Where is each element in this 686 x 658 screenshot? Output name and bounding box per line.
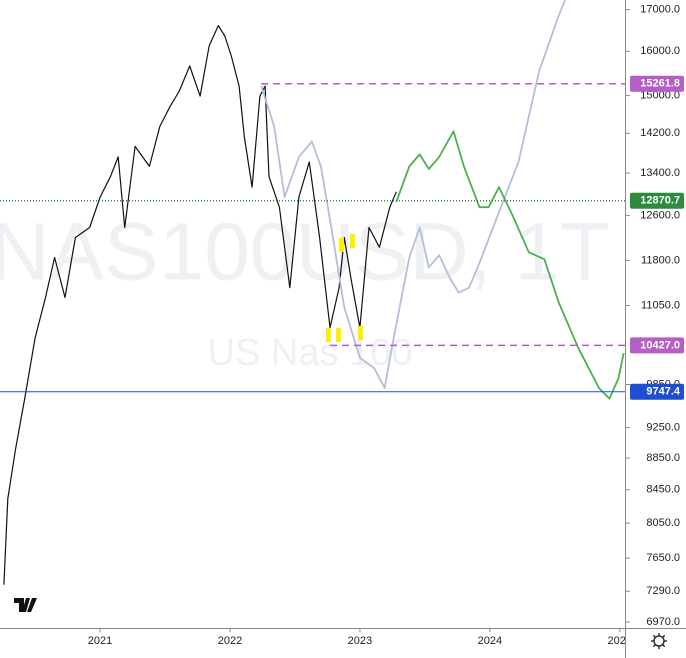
y-tick-label: 9250.0	[646, 422, 680, 434]
y-tick-label: 8450.0	[646, 484, 680, 496]
highlight	[336, 328, 341, 342]
y-axis-panel	[626, 0, 686, 658]
level-label: 9747.4	[646, 386, 681, 398]
y-axis: 17000.0 16000.0 15000.0 14200.0 13400.0 12600…	[626, 4, 684, 628]
y-tick-label: 8850.0	[646, 452, 680, 464]
y-tick-label: 7650.0	[646, 552, 680, 564]
y-tick-label: 13400.0	[640, 167, 680, 179]
gear-teeth[interactable]	[651, 633, 667, 649]
level-label-bg	[630, 75, 684, 92]
watermark-name: US Nas 100	[208, 332, 413, 374]
y-tick-label: 17000.0	[640, 4, 680, 16]
level-label-bg	[630, 337, 684, 354]
level-label-bg	[630, 192, 684, 209]
highlight	[326, 328, 331, 342]
x-tick-label: 2021	[88, 635, 112, 647]
watermark-symbol: NAS100USD, 1T	[0, 207, 610, 298]
series-line	[395, 130, 625, 400]
y-tick-label: 7290.0	[646, 585, 680, 597]
y-tick-label: 11800.0	[641, 254, 680, 266]
logo	[14, 598, 37, 612]
y-tick-label: 6970.0	[646, 616, 680, 628]
x-tick-label: 2024	[478, 635, 502, 647]
y-tick-label: 14200.0	[640, 127, 680, 139]
y-tick-label: 11050.0	[641, 299, 680, 311]
x-tick-label: 2022	[218, 635, 242, 647]
annotations	[326, 234, 363, 342]
highlight	[350, 234, 355, 248]
y-tick-label: 12600.0	[640, 209, 680, 221]
tv-logo	[14, 598, 37, 612]
y-tick-label: 15000.0	[640, 90, 680, 102]
settings-icon[interactable]	[651, 633, 667, 649]
highlight	[339, 238, 344, 252]
level-label: 15261.8	[640, 78, 680, 90]
series-line	[3, 25, 397, 585]
series-line	[260, 0, 567, 389]
level-label-bg	[630, 383, 684, 400]
x-axis: 2021 2022 2023 2024 2025	[88, 628, 632, 647]
plot-area	[0, 0, 625, 585]
level-label: 12870.7	[640, 195, 680, 207]
y-tick-label: 16000.0	[640, 45, 680, 57]
highlight	[358, 326, 363, 340]
level-label: 10427.0	[640, 339, 680, 351]
x-tick-label: 2023	[348, 635, 372, 647]
y-tick-label: 8050.0	[646, 517, 680, 529]
